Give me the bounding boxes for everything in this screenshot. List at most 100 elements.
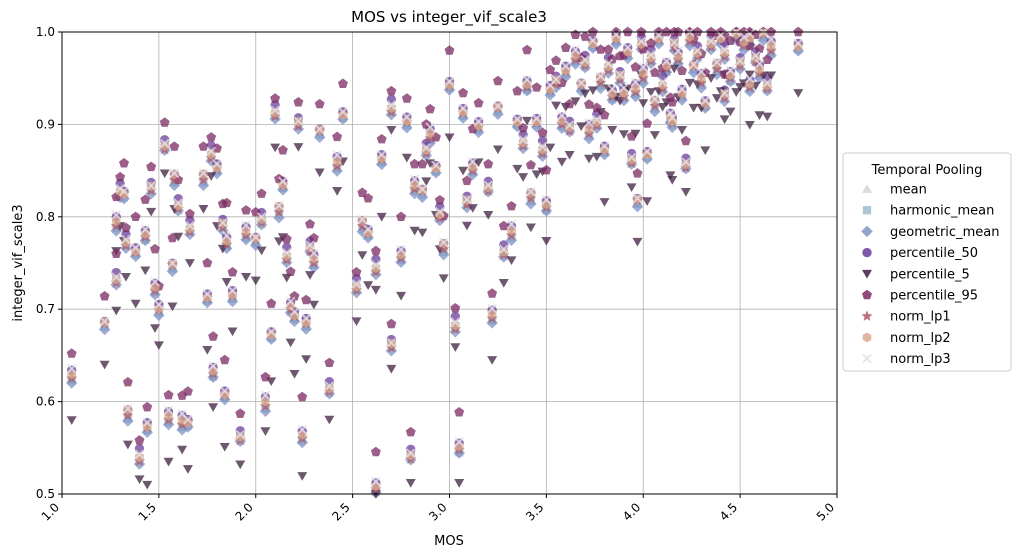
- data-point: [744, 29, 755, 39]
- data-point: [632, 237, 643, 247]
- data-point: [700, 146, 711, 156]
- data-point: [256, 246, 267, 256]
- data-point: [695, 82, 708, 94]
- data-point: [208, 331, 219, 341]
- data-point: [376, 212, 387, 222]
- data-point: [417, 158, 428, 169]
- data-point: [541, 194, 552, 205]
- data-point: [386, 364, 397, 374]
- data-point: [492, 145, 503, 155]
- data-point: [227, 267, 238, 277]
- data-point: [293, 97, 304, 107]
- data-point: [153, 341, 164, 351]
- data-point: [711, 63, 723, 74]
- data-point: [409, 174, 420, 184]
- data-point: [657, 77, 668, 87]
- data-point: [332, 187, 343, 196]
- data-point: [492, 108, 504, 121]
- data-point: [692, 45, 703, 56]
- legend-marker: [862, 247, 872, 258]
- data-point: [537, 141, 548, 152]
- data-point: [121, 234, 131, 245]
- chart-title: MOS vs integer_vif_scale3: [351, 8, 547, 27]
- data-point: [793, 38, 804, 49]
- data-point: [115, 171, 126, 182]
- data-point: [431, 163, 441, 174]
- data-point: [462, 194, 472, 205]
- data-point: [626, 152, 637, 163]
- data-point: [545, 64, 556, 75]
- data-point: [417, 228, 428, 238]
- data-point: [270, 105, 280, 116]
- data-point: [688, 59, 699, 70]
- data-point: [332, 150, 342, 160]
- data-point: [278, 176, 288, 187]
- data-point: [461, 175, 472, 185]
- data-point: [123, 403, 133, 414]
- data-point: [146, 161, 157, 172]
- data-point: [618, 130, 629, 139]
- data-point: [167, 302, 178, 312]
- data-point: [584, 154, 594, 164]
- data-point: [169, 168, 180, 179]
- data-point: [332, 156, 342, 166]
- data-point: [325, 383, 334, 394]
- data-point: [545, 143, 556, 153]
- data-point: [405, 426, 416, 437]
- data-point: [711, 94, 722, 103]
- data-point: [332, 131, 343, 142]
- data-point: [657, 102, 668, 112]
- data-point: [473, 97, 484, 108]
- data-point: [712, 57, 722, 68]
- legend-marker: [862, 269, 872, 279]
- y-tick-label: 0.7: [36, 302, 55, 316]
- data-point: [198, 141, 209, 151]
- data-point: [512, 114, 523, 125]
- data-point: [227, 327, 238, 337]
- data-point: [122, 376, 133, 387]
- data-point: [122, 440, 133, 450]
- legend-marker: [862, 332, 872, 343]
- legend-marker: [862, 353, 872, 364]
- legend-label: norm_lp1: [890, 310, 951, 325]
- data-point: [564, 151, 575, 160]
- data-point: [416, 191, 429, 204]
- data-point: [473, 158, 484, 168]
- data-point: [185, 220, 195, 231]
- data-point: [697, 72, 706, 83]
- data-point: [371, 262, 381, 273]
- data-point: [218, 393, 231, 406]
- data-point: [363, 281, 374, 290]
- data-point: [235, 431, 245, 442]
- data-point: [457, 112, 469, 124]
- data-point: [681, 157, 691, 167]
- data-point: [681, 159, 691, 170]
- series-harmonic-mean: [67, 33, 803, 497]
- data-point: [163, 389, 174, 400]
- x-axis-label: MOS: [434, 534, 464, 549]
- data-point: [110, 225, 123, 237]
- data-point: [570, 97, 581, 107]
- data-point: [637, 38, 646, 49]
- data-point: [658, 80, 667, 90]
- data-point: [638, 99, 649, 108]
- data-point: [376, 133, 387, 144]
- data-point: [163, 457, 174, 467]
- data-point: [338, 109, 348, 120]
- data-point: [198, 205, 209, 214]
- data-point: [305, 240, 315, 251]
- data-point: [154, 299, 164, 310]
- data-point: [564, 120, 575, 130]
- data-point: [766, 40, 776, 51]
- data-point: [226, 295, 239, 308]
- data-point: [357, 187, 368, 197]
- data-point: [241, 205, 252, 215]
- data-point: [396, 291, 407, 301]
- data-point: [580, 57, 590, 68]
- data-point: [270, 143, 281, 153]
- y-tick-label: 0.5: [36, 487, 55, 501]
- data-point: [182, 386, 193, 396]
- data-point: [150, 324, 160, 333]
- data-point: [324, 415, 335, 425]
